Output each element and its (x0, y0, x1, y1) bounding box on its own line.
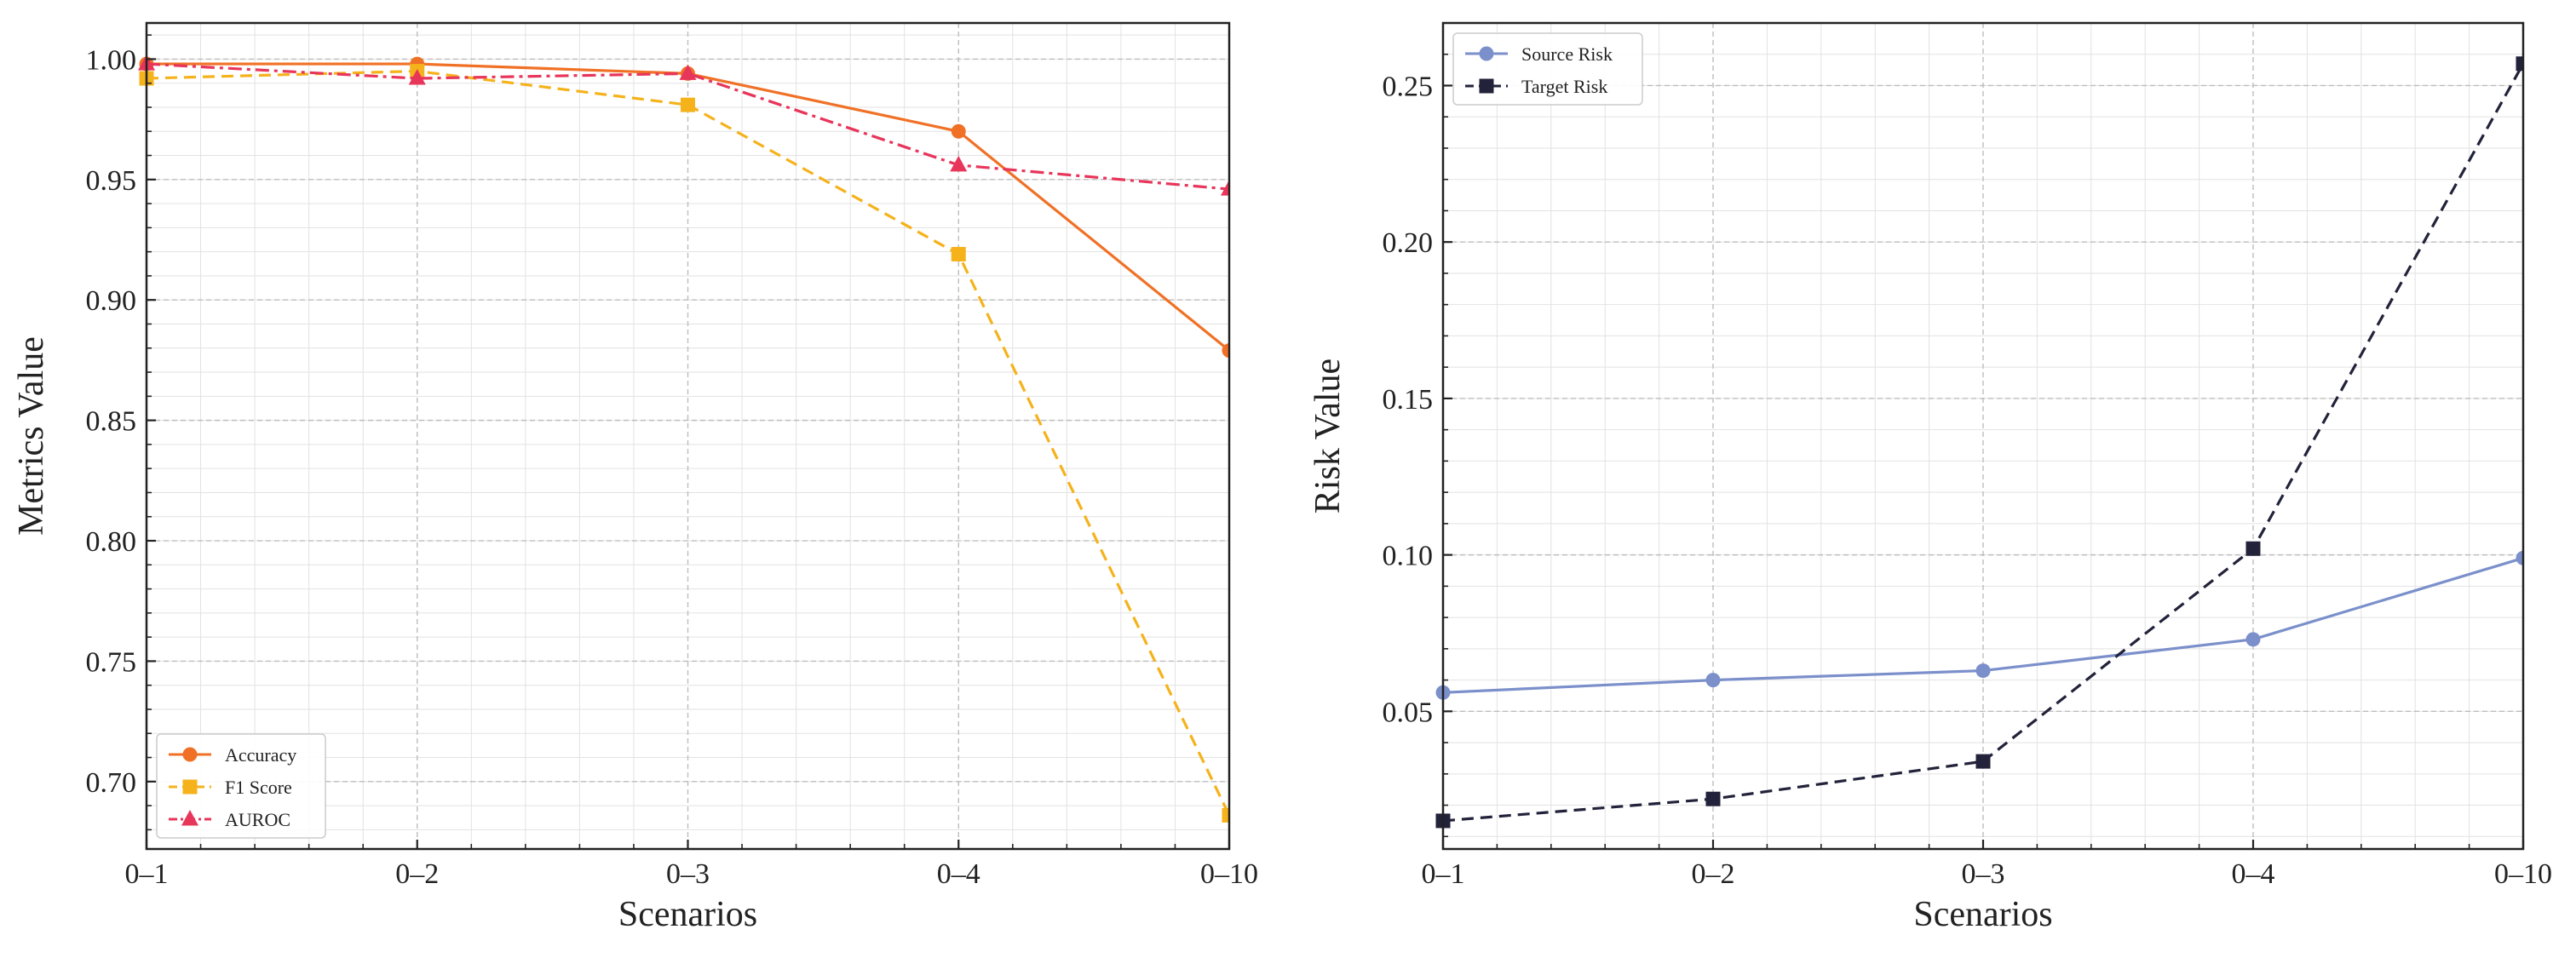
data-point (1705, 673, 1721, 688)
x-tick-label: 0–2 (1692, 858, 1735, 890)
y-axis-label: Metrics Value (12, 336, 51, 536)
legend-entry: Target Risk (1465, 76, 1607, 97)
legend-marker (181, 810, 198, 826)
legend-marker (182, 779, 198, 795)
x-tick-label: 0–3 (666, 858, 710, 890)
y-tick-label: 0.05 (1383, 697, 1434, 728)
series-target-risk (1435, 56, 2523, 829)
y-tick-label: 0.70 (86, 767, 137, 799)
legend-entry: AUROC (169, 809, 290, 830)
data-point (2245, 632, 2261, 647)
legend-entry: Source Risk (1465, 43, 1613, 65)
y-tick-label: 0.25 (1383, 71, 1434, 102)
x-tick-label: 0–2 (395, 858, 439, 890)
y-axis-label: Risk Value (1308, 359, 1348, 513)
legend-marker (1479, 78, 1494, 94)
legend-label: Source Risk (1521, 43, 1613, 65)
y-tick-label: 0.80 (86, 526, 137, 558)
x-tick-label: 0–10 (2494, 858, 2552, 890)
data-point (951, 246, 966, 261)
x-tick-label: 0–4 (2232, 858, 2275, 890)
y-tick-label: 0.10 (1383, 541, 1434, 572)
x-tick-label: 0–4 (937, 858, 980, 890)
x-tick-label: 0–1 (1422, 858, 1465, 890)
data-point (408, 69, 426, 85)
data-point (1975, 754, 1991, 769)
x-tick-label: 0–3 (1962, 858, 2005, 890)
y-tick-label: 0.85 (86, 406, 137, 438)
y-tick-label: 1.00 (86, 44, 137, 76)
data-point (2516, 56, 2523, 72)
legend-label: Target Risk (1521, 76, 1607, 97)
data-point (1222, 343, 1229, 359)
y-tick-label: 0.95 (86, 165, 137, 197)
series-source-risk (1435, 550, 2523, 700)
x-axis-label: Scenarios (1913, 895, 2052, 934)
legend-marker (182, 747, 198, 762)
legend-box (156, 733, 326, 839)
data-point (2245, 541, 2261, 556)
legend-label: F1 Score (225, 777, 292, 798)
data-point (2516, 550, 2523, 565)
data-point (1705, 791, 1721, 806)
legend-marker (1479, 46, 1494, 61)
y-tick-label: 0.20 (1383, 227, 1434, 259)
data-point (681, 97, 695, 112)
x-tick-label: 0–10 (1200, 858, 1258, 890)
data-point (1975, 663, 1991, 679)
data-point (679, 64, 697, 80)
data-point (950, 155, 968, 172)
data-point (1221, 180, 1229, 196)
legend-entry: Accuracy (169, 744, 296, 766)
metrics-chart: 0.70 0.75 0.80 0.85 0.90 0.95 1.00 0–1 0–2 0–3 0–4… (12, 21, 1258, 934)
legend: Source Risk Target Risk (1452, 32, 1643, 106)
x-axis-label: Scenarios (618, 895, 757, 934)
data-point (951, 123, 966, 139)
data-point (1222, 807, 1229, 823)
legend: Accuracy F1 Score AUROC (156, 733, 326, 839)
x-tick-label: 0–1 (125, 858, 169, 890)
legend-label: AUROC (225, 809, 290, 830)
risk-chart: 0.05 0.10 0.15 0.20 0.25 0–1 0–2 0–3 0–4 0–10 Scen… (1308, 21, 2552, 934)
series-group (1435, 56, 2523, 829)
y-tick-label: 0.90 (86, 285, 137, 317)
y-tick-label: 0.75 (86, 646, 137, 678)
legend-entry: F1 Score (169, 777, 292, 798)
y-tick-label: 0.15 (1383, 384, 1434, 416)
legend-label: Accuracy (225, 744, 296, 766)
